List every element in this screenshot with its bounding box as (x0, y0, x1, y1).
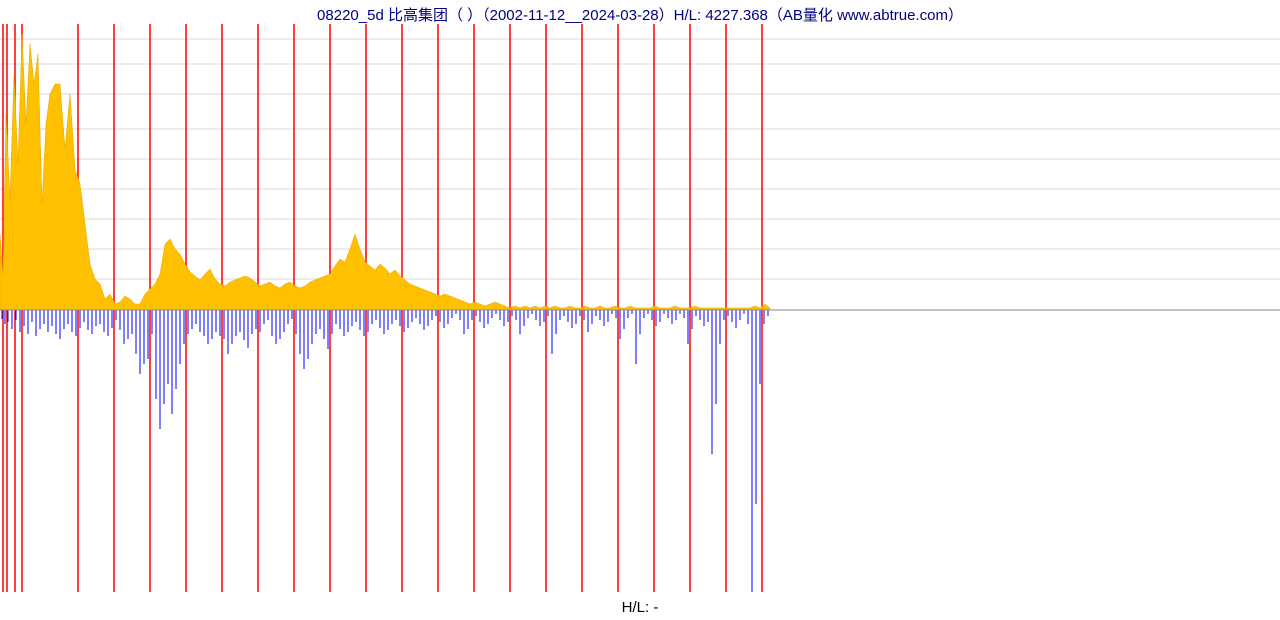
lower-bar-series (2, 310, 768, 592)
chart-title: 08220_5d 比高集团（ ）（2002-11-12__2024-03-28）… (0, 4, 1280, 25)
gridlines (0, 39, 1280, 310)
chart-footer: H/L: - (0, 599, 1280, 616)
stock-chart (0, 24, 1280, 592)
